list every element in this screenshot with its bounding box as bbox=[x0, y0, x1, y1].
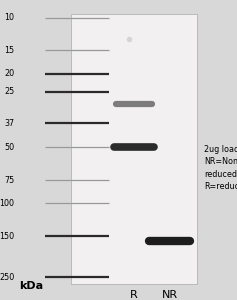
Text: 75: 75 bbox=[4, 176, 14, 185]
Text: 150: 150 bbox=[0, 232, 14, 241]
Text: 37: 37 bbox=[4, 119, 14, 128]
Bar bbox=[71, 14, 197, 284]
Text: 250: 250 bbox=[0, 273, 14, 282]
Text: NR: NR bbox=[161, 290, 178, 300]
Text: 10: 10 bbox=[4, 13, 14, 22]
Text: 2ug loading
NR=Non-
reduced
R=reduced: 2ug loading NR=Non- reduced R=reduced bbox=[204, 145, 237, 191]
Text: kDa: kDa bbox=[19, 281, 43, 291]
Text: 50: 50 bbox=[4, 143, 14, 152]
Text: 100: 100 bbox=[0, 199, 14, 208]
Text: 20: 20 bbox=[4, 69, 14, 78]
Text: 15: 15 bbox=[4, 46, 14, 55]
Text: R: R bbox=[130, 290, 138, 300]
Text: 25: 25 bbox=[4, 87, 14, 96]
